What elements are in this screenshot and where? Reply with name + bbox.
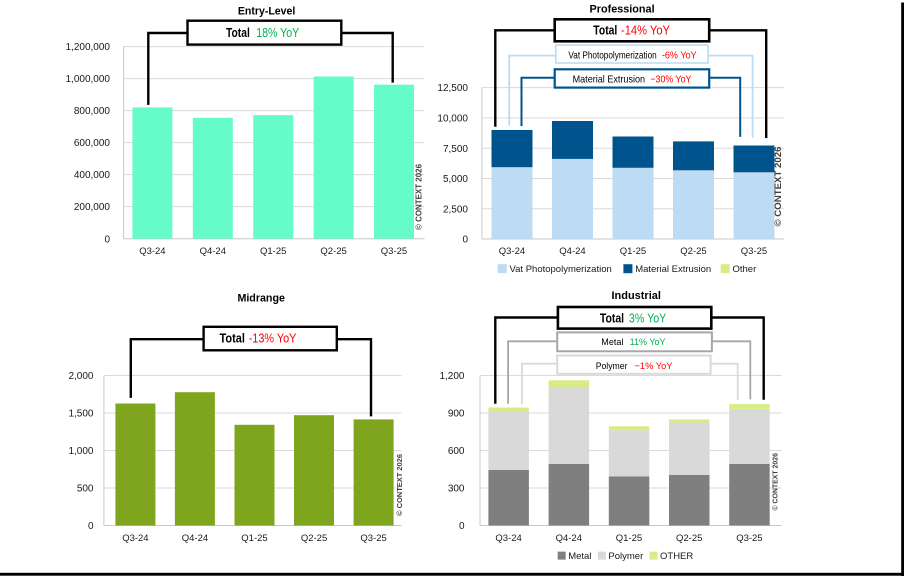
svg-text:600: 600 [448,446,465,457]
svg-text:Polymer: Polymer [608,551,643,562]
svg-text:Material Extrusion: Material Extrusion [573,74,646,86]
svg-text:-6% YoY: -6% YoY [662,50,697,61]
svg-text:Material Extrusion: Material Extrusion [635,264,711,275]
svg-text:Entry-Level: Entry-Level [238,5,296,17]
svg-text:0: 0 [459,521,465,532]
svg-text:11% YoY: 11% YoY [630,337,667,348]
svg-text:© CONTEXT 2026: © CONTEXT 2026 [772,453,780,511]
svg-text:3% YoY: 3% YoY [629,311,667,325]
svg-text:7,500: 7,500 [443,144,468,155]
svg-text:900: 900 [448,409,465,420]
svg-text:800,000: 800,000 [74,106,111,117]
svg-text:0: 0 [104,234,110,245]
svg-text:© CONTEXT 2026: © CONTEXT 2026 [773,147,783,227]
svg-text:Q3-25: Q3-25 [736,533,762,544]
svg-text:Q1-25: Q1-25 [616,533,642,544]
svg-text:Q1-25: Q1-25 [260,246,286,257]
svg-text:Metal: Metal [601,337,623,348]
svg-text:0: 0 [462,235,468,246]
svg-text:Total: Total [593,24,617,38]
svg-text:Q4-24: Q4-24 [556,533,582,544]
svg-text:© CONTEXT 2026: © CONTEXT 2026 [395,454,404,516]
svg-text:OTHER: OTHER [660,551,693,562]
svg-text:Metal: Metal [568,551,591,562]
svg-text:Vat Photopolymerization: Vat Photopolymerization [568,50,656,61]
svg-text:2,000: 2,000 [68,371,93,382]
svg-text:Q3-24: Q3-24 [499,246,525,257]
svg-text:1,000: 1,000 [68,446,93,457]
svg-text:-13% YoY: -13% YoY [249,331,297,345]
svg-text:© CONTEXT 2026: © CONTEXT 2026 [415,163,424,230]
svg-text:−1% YoY: −1% YoY [635,361,674,372]
svg-text:Q3-25: Q3-25 [381,246,407,257]
svg-text:−30% YoY: −30% YoY [650,74,691,86]
svg-text:Total: Total [226,26,250,40]
svg-text:10,000: 10,000 [437,114,468,125]
svg-text:Q4-24: Q4-24 [182,533,208,544]
svg-text:Total: Total [220,331,245,345]
svg-text:Q4-24: Q4-24 [559,246,585,257]
svg-text:Total: Total [600,311,624,325]
svg-text:12,500: 12,500 [437,83,468,94]
svg-text:2,500: 2,500 [443,204,468,215]
svg-text:1,200,000: 1,200,000 [66,42,111,53]
svg-text:1,500: 1,500 [68,409,93,420]
svg-text:1,000,000: 1,000,000 [66,74,111,85]
svg-text:Q3-25: Q3-25 [741,246,767,257]
svg-text:-14% YoY: -14% YoY [621,24,671,38]
svg-text:Midrange: Midrange [237,293,285,305]
svg-text:Polymer: Polymer [596,361,628,372]
svg-text:Q3-25: Q3-25 [360,533,386,544]
svg-text:Q2-25: Q2-25 [320,246,346,257]
svg-text:0: 0 [88,521,94,532]
svg-text:500: 500 [77,484,94,495]
svg-text:Q2-25: Q2-25 [301,533,327,544]
svg-text:Q4-24: Q4-24 [200,246,226,257]
svg-text:Professional: Professional [590,4,655,16]
svg-text:Q2-25: Q2-25 [676,533,702,544]
svg-text:Q2-25: Q2-25 [680,246,706,257]
svg-text:Vat Photopolymerization: Vat Photopolymerization [510,264,612,275]
svg-text:Q1-25: Q1-25 [620,246,646,257]
svg-text:Q3-24: Q3-24 [122,533,148,544]
svg-text:300: 300 [448,484,465,495]
svg-text:5,000: 5,000 [443,174,468,185]
svg-text:Other: Other [733,264,757,275]
svg-text:18% YoY: 18% YoY [256,26,300,40]
svg-text:1,200: 1,200 [439,371,464,382]
svg-text:Q1-25: Q1-25 [241,533,267,544]
svg-text:600,000: 600,000 [74,138,111,149]
svg-text:Q3-24: Q3-24 [139,246,165,257]
svg-text:400,000: 400,000 [74,170,111,181]
svg-text:Q3-24: Q3-24 [495,533,521,544]
svg-text:Industrial: Industrial [612,290,661,302]
svg-text:200,000: 200,000 [74,202,111,213]
